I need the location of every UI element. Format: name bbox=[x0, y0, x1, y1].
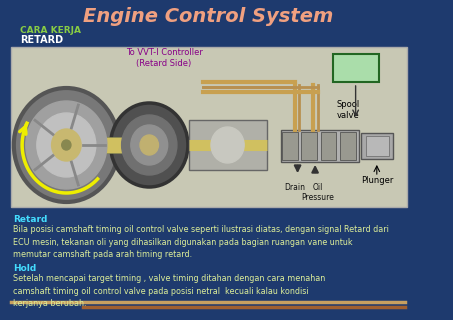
FancyBboxPatch shape bbox=[281, 130, 359, 162]
Text: Retard: Retard bbox=[13, 215, 47, 224]
Text: CARA KERJA: CARA KERJA bbox=[20, 26, 81, 35]
FancyBboxPatch shape bbox=[96, 137, 168, 153]
FancyBboxPatch shape bbox=[333, 54, 379, 82]
Text: Plunger: Plunger bbox=[361, 175, 393, 185]
Text: RETARD: RETARD bbox=[20, 35, 63, 45]
FancyBboxPatch shape bbox=[11, 47, 407, 207]
Circle shape bbox=[121, 115, 177, 175]
Text: Oil
Pressure: Oil Pressure bbox=[301, 183, 334, 203]
FancyBboxPatch shape bbox=[366, 136, 389, 156]
FancyBboxPatch shape bbox=[361, 133, 393, 159]
Circle shape bbox=[52, 129, 81, 161]
Circle shape bbox=[37, 113, 96, 177]
Text: Spool
valve: Spool valve bbox=[337, 100, 360, 120]
Text: Drain: Drain bbox=[284, 183, 305, 192]
Circle shape bbox=[14, 88, 119, 202]
Circle shape bbox=[211, 127, 244, 163]
FancyBboxPatch shape bbox=[301, 132, 317, 160]
Circle shape bbox=[62, 140, 71, 150]
Text: Engine
ECU: Engine ECU bbox=[341, 58, 371, 78]
Circle shape bbox=[140, 135, 159, 155]
FancyBboxPatch shape bbox=[321, 132, 336, 160]
Circle shape bbox=[131, 125, 168, 165]
Circle shape bbox=[111, 103, 188, 187]
Text: To VVT-I Controller
(Retard Side): To VVT-I Controller (Retard Side) bbox=[125, 48, 202, 68]
Text: Bila posisi camshaft timing oil control valve seperti ilustrasi diatas, dengan s: Bila posisi camshaft timing oil control … bbox=[13, 225, 389, 259]
Text: Setelah mencapai target timing , valve timing ditahan dengan cara menahan
camsha: Setelah mencapai target timing , valve t… bbox=[13, 274, 325, 308]
Text: Engine Control System: Engine Control System bbox=[83, 6, 333, 26]
FancyBboxPatch shape bbox=[189, 120, 267, 170]
FancyBboxPatch shape bbox=[282, 132, 298, 160]
FancyBboxPatch shape bbox=[340, 132, 356, 160]
Circle shape bbox=[26, 101, 107, 189]
Text: Hold: Hold bbox=[13, 264, 36, 273]
